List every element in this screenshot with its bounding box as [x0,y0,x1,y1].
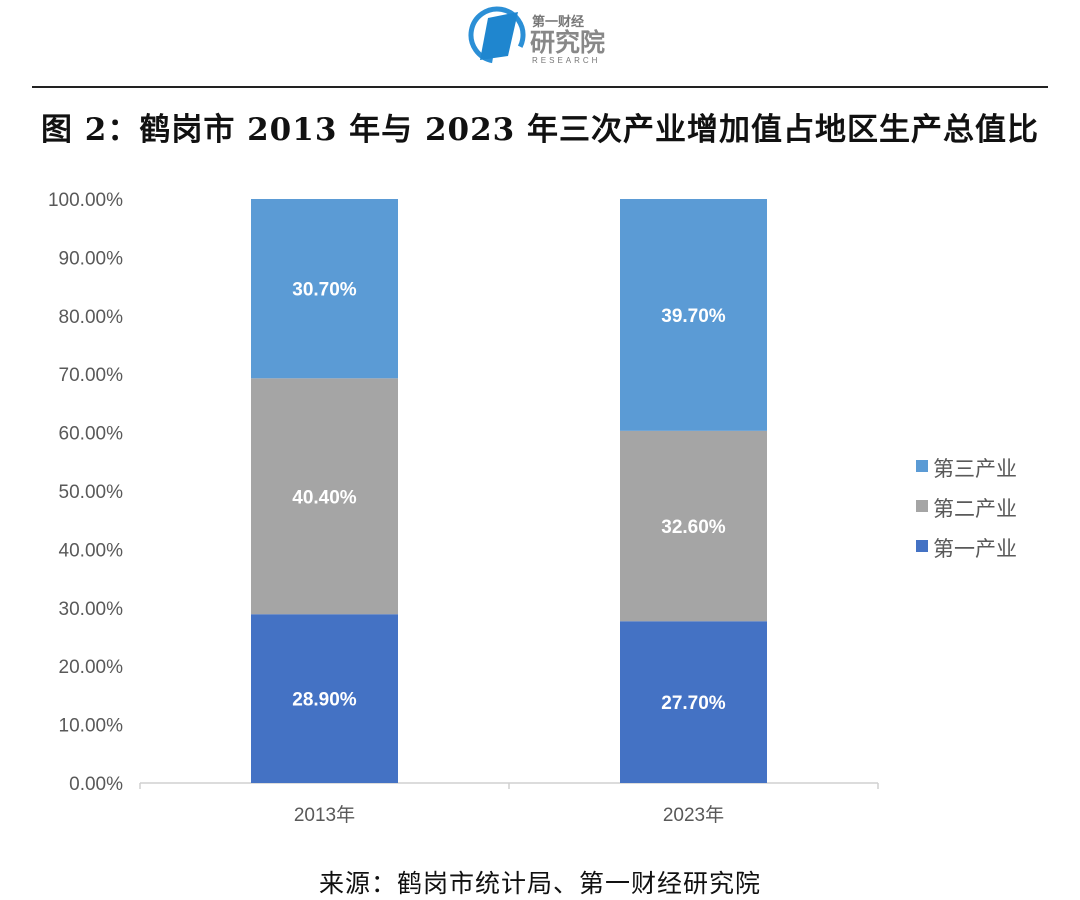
source-note: 来源：鹤岗市统计局、第一财经研究院 [318,869,761,898]
y-tick-label: 50.00% [59,482,124,503]
y-tick-label: 70.00% [59,365,124,386]
x-tick-label: 2023年 [663,804,724,826]
logo: 第一财经 研究院 RESEARCH [466,4,626,66]
divider [32,86,1048,88]
y-tick-label: 60.00% [59,424,124,445]
legend-swatch [916,460,928,472]
data-label: 40.40% [292,487,357,508]
legend-label: 第二产业 [933,498,1017,521]
chart: 0.00% 10.00% 20.00% 30.00% 40.00% 50.00% 60.00… [48,190,1017,826]
bar-segment [620,430,767,622]
logo-line3: RESEARCH [532,56,600,65]
legend-swatch [916,540,928,552]
y-tick-label: 40.00% [59,540,124,561]
y-tick-label: 10.00% [59,716,124,737]
logo-line1: 第一财经 [532,14,584,29]
logo-line2: 研究院 [530,28,605,57]
bar-segment [251,614,398,783]
y-tick-label: 90.00% [59,248,124,269]
legend-swatch [916,500,928,512]
y-tick-label: 20.00% [59,657,124,678]
bar-segment [620,621,767,783]
bar-segment [251,199,398,379]
chart-title: 图 2：鹤岗市 2013 年与 2023 年三次产业增加值占地区生产总值比 [40,112,1040,148]
data-label: 32.60% [661,517,726,538]
data-label: 30.70% [292,280,357,301]
y-tick-label: 30.00% [59,599,124,620]
data-label: 39.70% [661,306,726,327]
data-label: 28.90% [292,690,357,711]
bar-segment [620,199,767,431]
x-tick-label: 2013年 [294,804,355,826]
data-label: 27.70% [661,693,726,714]
y-tick-label: 80.00% [59,307,124,328]
legend-label: 第三产业 [933,458,1017,481]
y-tick-label: 100.00% [48,190,123,211]
bar-segment [251,378,398,615]
y-tick-label: 0.00% [69,774,123,795]
legend-label: 第一产业 [933,538,1017,561]
